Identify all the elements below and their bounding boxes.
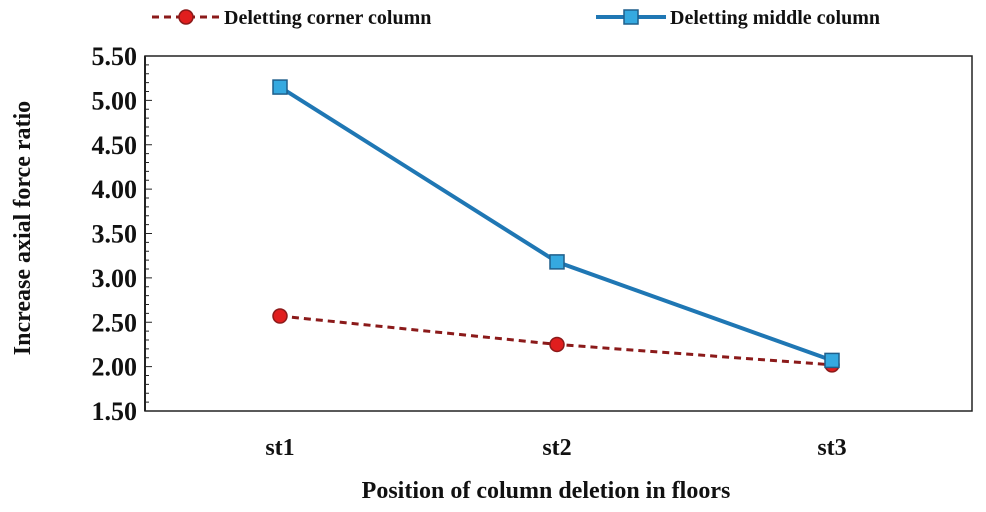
y-tick-label: 1.50 xyxy=(92,397,138,426)
series-layer xyxy=(272,79,840,373)
plot-frame xyxy=(144,55,973,412)
data-point xyxy=(272,308,288,324)
y-tick-label: 3.00 xyxy=(92,264,138,293)
x-tick-label: st1 xyxy=(265,435,294,461)
legend-marker-middle xyxy=(623,9,639,25)
y-axis: 1.50 2.00 2.50 3.00 3.50 4.00 4.50 5.00 5.50 xyxy=(92,42,152,426)
y-axis-title: Increase axial force ratio xyxy=(10,101,36,355)
data-point xyxy=(272,79,288,95)
legend-item-middle: Deletting middle column xyxy=(596,7,880,29)
y-tick-label: 5.00 xyxy=(92,86,138,115)
legend: Deletting corner column Deletting middle… xyxy=(152,7,880,29)
y-tick-label: 4.00 xyxy=(92,175,138,204)
y-tick-label: 5.50 xyxy=(92,42,138,71)
x-tick-label: st3 xyxy=(817,435,846,461)
y-tick-label: 3.50 xyxy=(92,220,138,249)
series-corner xyxy=(272,308,840,373)
x-axis-title: Position of column deletion in floors xyxy=(362,478,731,504)
legend-label-corner: Deletting corner column xyxy=(224,7,431,29)
data-point xyxy=(549,254,565,270)
legend-marker-corner xyxy=(178,9,194,25)
data-point xyxy=(549,336,565,353)
legend-item-corner: Deletting corner column xyxy=(152,7,431,29)
y-tick-label: 4.50 xyxy=(92,131,138,160)
y-tick-label: 2.00 xyxy=(92,353,138,382)
y-tick-label: 2.50 xyxy=(92,308,138,337)
data-point xyxy=(824,352,840,369)
series-middle xyxy=(272,79,840,369)
series-line xyxy=(278,85,833,363)
x-axis: st1 st2 st3 xyxy=(265,435,846,461)
x-tick-label: st2 xyxy=(542,435,571,461)
legend-label-middle: Deletting middle column xyxy=(670,7,880,29)
